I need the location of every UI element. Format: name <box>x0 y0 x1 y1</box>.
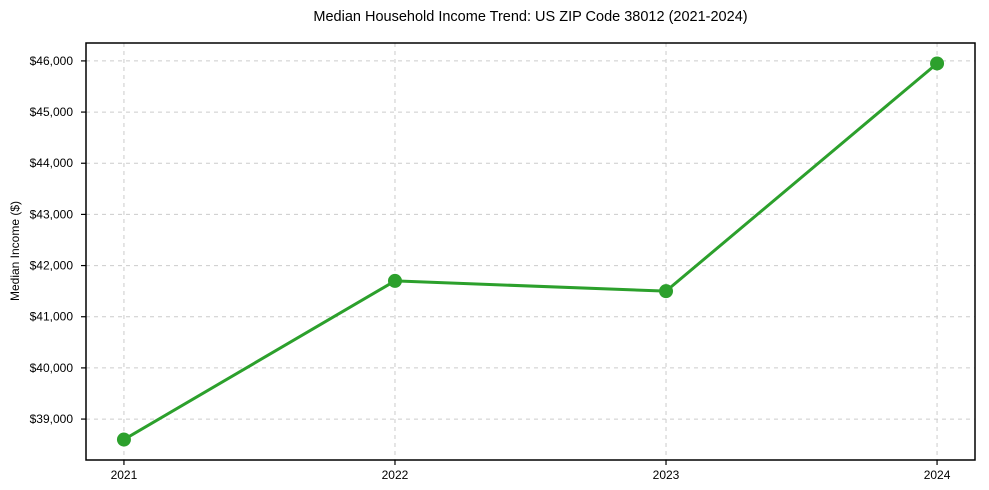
y-tick-label: $39,000 <box>30 412 74 426</box>
y-tick-label: $41,000 <box>30 310 74 324</box>
plot-border <box>85 42 976 461</box>
data-point-2021 <box>116 432 131 447</box>
x-tick-label: 2021 <box>111 468 138 482</box>
y-tick-label: $44,000 <box>30 156 74 170</box>
y-tick-label: $43,000 <box>30 207 74 221</box>
y-tick-label: $42,000 <box>30 259 74 273</box>
chart-title: Median Household Income Trend: US ZIP Co… <box>313 9 748 25</box>
y-tick-label: $45,000 <box>30 105 74 119</box>
y-tick-label: $40,000 <box>30 361 74 375</box>
x-tick-label: 2024 <box>924 468 951 482</box>
trend-line <box>122 61 939 442</box>
data-point-2022 <box>387 273 402 288</box>
x-tick-label: 2022 <box>382 468 409 482</box>
data-point-2023 <box>659 284 674 299</box>
y-tick-label: $46,000 <box>30 54 74 68</box>
data-point-2024 <box>930 56 945 71</box>
x-tick-label: 2023 <box>653 468 680 482</box>
